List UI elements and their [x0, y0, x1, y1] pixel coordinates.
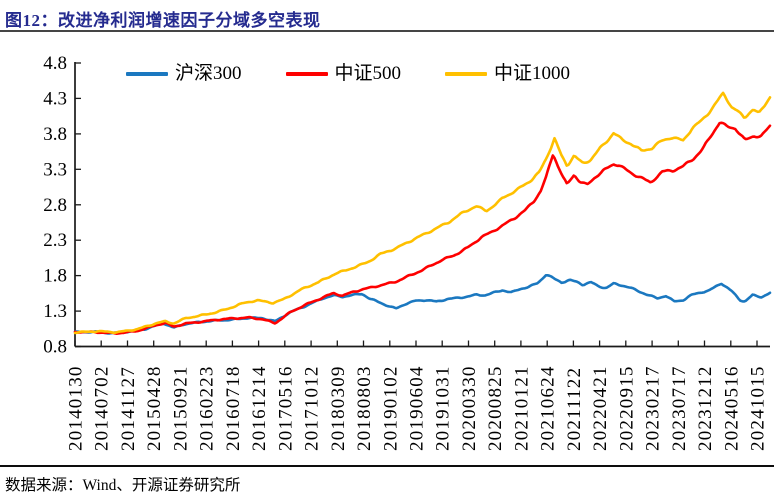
x-tick-label: 20240516 [721, 365, 742, 451]
x-tick-label: 20241015 [748, 365, 769, 451]
legend-label-zz1000: 中证1000 [494, 63, 571, 84]
x-tick-label: 20231212 [695, 365, 716, 451]
series-line-zz500 [73, 121, 772, 335]
tick-marks [74, 62, 758, 348]
source-note: 数据来源：Wind、开源证券研究所 [5, 477, 241, 494]
x-tick-label: 20200825 [485, 365, 506, 451]
legend-swatch-zz1000 [445, 71, 488, 76]
footer-divider [0, 465, 774, 467]
y-tick-label: 1.8 [43, 266, 67, 287]
x-tick-label: 20210121 [511, 365, 532, 451]
y-axis-labels: 4.8 4.3 3.8 3.3 2.8 2.3 1.8 1.3 0.8 [43, 53, 67, 358]
x-tick-label: 20230717 [669, 365, 690, 451]
x-tick-label: 20220915 [616, 365, 637, 451]
x-tick-label: 20140130 [66, 365, 87, 451]
x-tick-label: 20220421 [590, 365, 611, 451]
x-tick-label: 20150428 [144, 365, 165, 451]
x-tick-label: 20171012 [302, 365, 323, 451]
legend-item-hs300: 沪深300 [126, 64, 242, 83]
x-tick-label: 20161214 [249, 365, 270, 451]
x-tick-label: 20141127 [118, 366, 139, 451]
legend-swatch-zz500 [285, 71, 328, 76]
x-tick-label: 20190604 [407, 365, 428, 451]
x-tick-label: 20150921 [170, 365, 191, 451]
x-tick-label: 20210624 [538, 365, 559, 451]
x-tick-label: 20170516 [275, 365, 296, 451]
y-tick-label: 2.8 [43, 195, 67, 216]
x-tick-label: 20211122 [564, 367, 585, 451]
x-tick-label: 20180803 [354, 365, 375, 451]
legend-label-hs300: 沪深300 [175, 63, 242, 84]
x-tick-label: 20140702 [92, 365, 113, 451]
title-divider [0, 30, 774, 32]
x-tick-label: 20160718 [223, 365, 244, 451]
x-tick-label: 20191031 [433, 365, 454, 451]
legend-item-zz500: 中证500 [285, 63, 402, 84]
y-tick-label: 4.8 [43, 53, 67, 74]
legend-label-zz500: 中证500 [334, 63, 402, 84]
y-tick-label: 1.3 [43, 301, 67, 322]
y-tick-label: 0.8 [43, 337, 67, 358]
legend-item-zz1000: 中证1000 [445, 64, 570, 83]
series-line-zz1000 [73, 91, 772, 335]
y-tick-label: 4.3 [43, 88, 67, 109]
x-tick-label: 20190102 [380, 365, 401, 451]
x-tick-label: 20180309 [328, 365, 349, 451]
y-tick-label: 3.3 [43, 159, 67, 180]
figure-title: 图12：改进净利润增速因子分域多空表现 [5, 11, 321, 30]
x-tick-label: 20160223 [197, 365, 218, 451]
legend-swatch-hs300 [126, 71, 168, 76]
x-tick-label: 20200330 [459, 365, 480, 451]
x-axis-labels: 20140130 20140702 20141127 20150428 20150921… [66, 365, 769, 451]
chart-legend: 沪深300 中证500 中证1000 [126, 64, 570, 83]
y-tick-label: 2.3 [43, 230, 67, 251]
x-tick-label: 20230217 [643, 365, 664, 451]
axes [74, 62, 770, 348]
y-tick-label: 3.8 [43, 124, 67, 145]
